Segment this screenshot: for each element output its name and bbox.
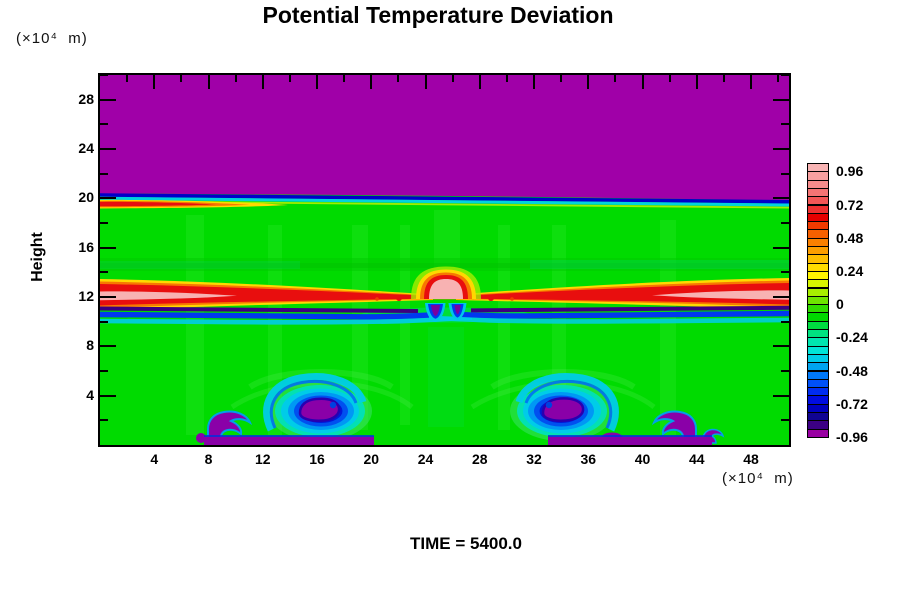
colorbar-tick-label: 0 <box>836 296 844 313</box>
x-tick-labels: 4 8 12 16 20 24 28 32 36 40 44 48 <box>100 451 789 469</box>
y-tick-label: 28 <box>78 90 94 107</box>
y-tick-label: 24 <box>78 140 94 156</box>
y-axis-unit-label: (×10⁴ m) <box>16 30 88 47</box>
x-tick-label: 44 <box>688 451 705 467</box>
vortex-right <box>510 373 619 441</box>
colorbar-box <box>807 428 829 438</box>
x-tick-label: 32 <box>526 451 542 467</box>
colorbar-tick-label: -0.96 <box>836 428 868 445</box>
x-tick-label: 16 <box>309 451 325 467</box>
updraft-dome <box>411 266 481 299</box>
y-tick-label: 8 <box>86 337 94 354</box>
y-tick-label: 20 <box>78 189 94 206</box>
page-title: Potential Temperature Deviation <box>262 2 614 28</box>
x-tick-label: 20 <box>363 451 380 467</box>
y-tick-label: 12 <box>78 288 94 304</box>
x-tick-label: 36 <box>580 451 597 467</box>
temperature-field-svg <box>100 75 789 445</box>
purple-cap-region <box>100 75 789 201</box>
colorbar-tick-label: 0.48 <box>836 229 864 246</box>
x-tick-label: 40 <box>634 451 651 467</box>
y-tick-label: 16 <box>78 238 94 255</box>
colorbar-tick-label: 0.96 <box>836 163 864 180</box>
x-tick-label: 28 <box>471 451 488 467</box>
plot-area <box>98 73 791 447</box>
vortex-left <box>263 373 372 441</box>
wave-lobe-left <box>196 410 374 445</box>
wave-lobe-right <box>548 410 725 445</box>
x-tick-label: 48 <box>743 451 759 467</box>
colorbar <box>807 163 829 438</box>
time-label: TIME = 5400.0 <box>410 534 522 553</box>
colorbar-tick-label: -0.24 <box>836 329 868 346</box>
x-tick-label: 24 <box>417 451 434 467</box>
x-tick-label: 4 <box>150 451 159 467</box>
y-tick-labels: 4 8 12 16 20 24 28 <box>36 75 94 445</box>
y-tick-label: 4 <box>86 386 94 403</box>
cold-pockets <box>425 303 467 322</box>
x-tick-label: 12 <box>254 451 271 467</box>
colorbar-tick-label: -0.72 <box>836 395 868 412</box>
colorbar-tick-label: 0.72 <box>836 196 864 213</box>
colorbar-labels: 0.96 0.72 0.48 0.24 0 -0.24 -0.48 -0.72 -0.96 <box>836 163 896 445</box>
colorbar-tick-label: 0.24 <box>836 262 864 279</box>
x-axis-unit-label: (×10⁴ m) <box>722 470 794 487</box>
x-tick-label: 8 <box>204 451 213 467</box>
colorbar-tick-label: -0.48 <box>836 362 868 379</box>
inversion-band-left <box>100 279 473 325</box>
